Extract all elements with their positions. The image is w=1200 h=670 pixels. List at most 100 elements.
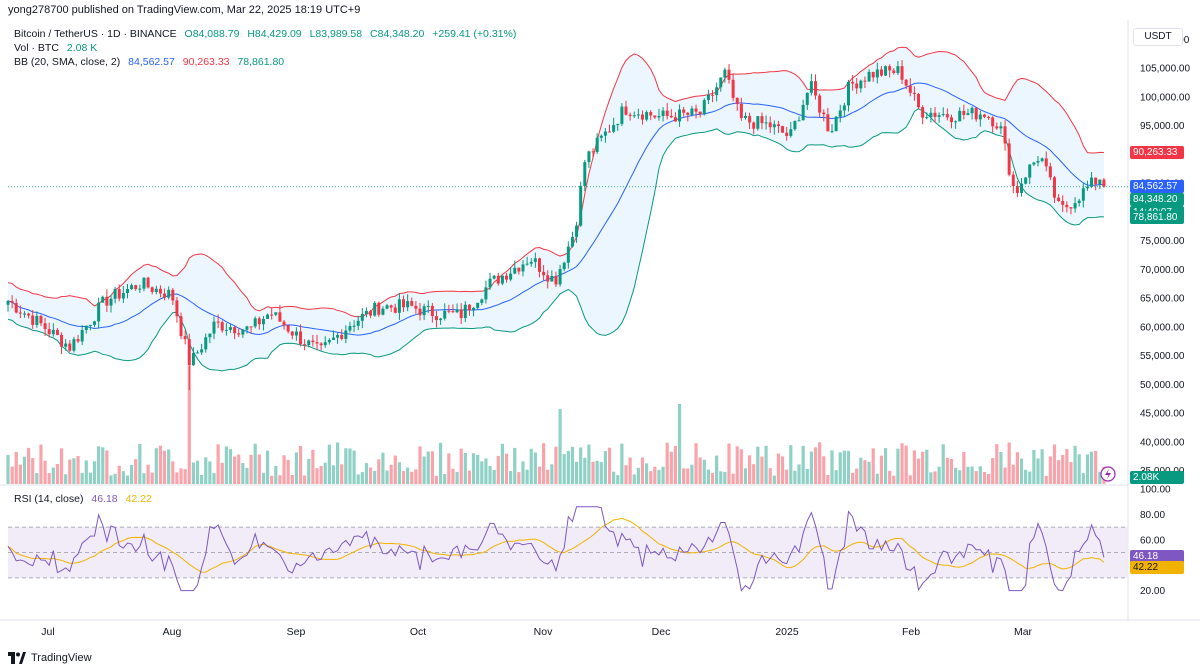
ohlc-change: +259.41 (+0.31%) bbox=[432, 28, 517, 40]
volume-bar bbox=[253, 443, 257, 484]
volume-bar bbox=[68, 459, 72, 484]
volume-bar bbox=[645, 463, 649, 484]
candle-body bbox=[665, 110, 669, 116]
volume-bar bbox=[327, 444, 331, 484]
candle-body bbox=[735, 97, 739, 104]
candle-body bbox=[702, 100, 706, 115]
candle-body bbox=[764, 122, 768, 124]
volume-bar bbox=[669, 451, 673, 484]
time-axis-label: Nov bbox=[534, 626, 553, 638]
symbol-name[interactable]: Bitcoin / TetherUS · 1D · BINANCE bbox=[14, 28, 177, 40]
volume-bar bbox=[1011, 464, 1015, 484]
candle-body bbox=[1028, 164, 1032, 178]
symbol-legend[interactable]: Bitcoin / TetherUS · 1D · BINANCE O84,08… bbox=[14, 28, 521, 40]
volume-bar bbox=[813, 447, 818, 484]
volume-legend[interactable]: Vol · BTC 2.08 K bbox=[14, 42, 102, 54]
volume-bar bbox=[480, 461, 484, 484]
candle-body bbox=[476, 302, 480, 308]
candle-body bbox=[698, 111, 702, 115]
candle-body bbox=[1069, 207, 1073, 209]
candle-body bbox=[51, 329, 55, 335]
volume-bar bbox=[949, 458, 954, 484]
rsi-label[interactable]: RSI (14, close) bbox=[14, 493, 84, 505]
rsi-value: 46.18 bbox=[91, 493, 118, 505]
volume-bar bbox=[220, 462, 224, 484]
candle-body bbox=[18, 312, 22, 314]
candle-body bbox=[727, 69, 731, 80]
candle-body bbox=[875, 69, 879, 78]
candle-body bbox=[430, 305, 434, 317]
volume-bar bbox=[780, 456, 785, 484]
volume-bar bbox=[632, 474, 636, 484]
candle-body bbox=[233, 327, 237, 334]
candle-body bbox=[150, 287, 154, 293]
volume-bar bbox=[401, 471, 406, 484]
currency-selector[interactable]: USDT bbox=[1133, 28, 1183, 46]
candle-body bbox=[814, 81, 818, 96]
tradingview-brand[interactable]: TradingView bbox=[8, 652, 92, 664]
candle-body bbox=[410, 301, 414, 306]
candle-body bbox=[756, 116, 760, 129]
candle-body bbox=[546, 275, 550, 282]
candle-body bbox=[282, 321, 286, 326]
candle-body bbox=[917, 93, 921, 108]
volume-bar bbox=[706, 469, 710, 484]
candle-body bbox=[517, 267, 521, 272]
volume-bar bbox=[702, 459, 706, 484]
candle-body bbox=[785, 132, 789, 136]
volume-bar bbox=[451, 468, 455, 484]
volume-bar bbox=[270, 475, 274, 484]
volume-bar bbox=[389, 464, 393, 484]
volume-bar bbox=[698, 457, 702, 484]
bb-label[interactable]: BB (20, SMA, close, 2) bbox=[14, 56, 121, 68]
candle-body bbox=[945, 114, 949, 118]
volume-bar bbox=[826, 474, 830, 484]
candle-body bbox=[884, 66, 888, 76]
candle-body bbox=[908, 85, 912, 93]
candle-body bbox=[809, 81, 813, 93]
volume-bar bbox=[941, 444, 945, 484]
candle-body bbox=[426, 305, 430, 307]
volume-bar bbox=[649, 471, 653, 484]
volume-bar bbox=[10, 466, 14, 484]
candle-body bbox=[937, 115, 941, 117]
volume-bar bbox=[851, 472, 855, 484]
rsi-legend[interactable]: RSI (14, close) 46.18 42.22 bbox=[14, 493, 157, 505]
volume-bar bbox=[22, 456, 27, 484]
volume-bar bbox=[484, 458, 488, 484]
price-tick-label: 105,000.00 bbox=[1140, 64, 1190, 75]
volume-bar bbox=[912, 450, 916, 484]
candle-body bbox=[68, 343, 72, 351]
volume-bar bbox=[80, 472, 84, 484]
candle-body bbox=[414, 305, 418, 309]
candle-body bbox=[649, 112, 653, 116]
candle-body bbox=[196, 352, 200, 354]
volume-bar bbox=[690, 464, 694, 484]
candle-body bbox=[962, 110, 966, 115]
candle-body bbox=[93, 321, 97, 325]
candle-body bbox=[167, 289, 171, 298]
candle-body bbox=[851, 81, 855, 84]
volume-label[interactable]: Vol · BTC bbox=[14, 42, 59, 54]
volume-bar bbox=[982, 471, 987, 484]
candle-body bbox=[216, 321, 220, 323]
volume-bar bbox=[871, 448, 875, 484]
volume-bar bbox=[962, 451, 966, 484]
candle-body bbox=[228, 327, 232, 330]
bb-legend[interactable]: BB (20, SMA, close, 2) 84,562.57 90,263.… bbox=[14, 56, 289, 68]
ohlc-open: O84,088.79 bbox=[184, 28, 240, 40]
volume-bar bbox=[1089, 451, 1094, 484]
volume-bar bbox=[352, 450, 356, 484]
candle-body bbox=[331, 337, 335, 340]
rsi-ma-scale-label: 42.22 bbox=[1130, 561, 1184, 575]
candle-body bbox=[360, 314, 364, 321]
candle-body bbox=[752, 122, 756, 129]
volume-bar bbox=[1044, 475, 1048, 484]
volume-bar bbox=[1019, 458, 1024, 484]
candle-body bbox=[434, 316, 438, 321]
volume-bar bbox=[727, 443, 731, 484]
volume-bar bbox=[35, 473, 39, 484]
time-axis-label: Feb bbox=[902, 626, 920, 638]
volume-bar bbox=[752, 464, 756, 484]
